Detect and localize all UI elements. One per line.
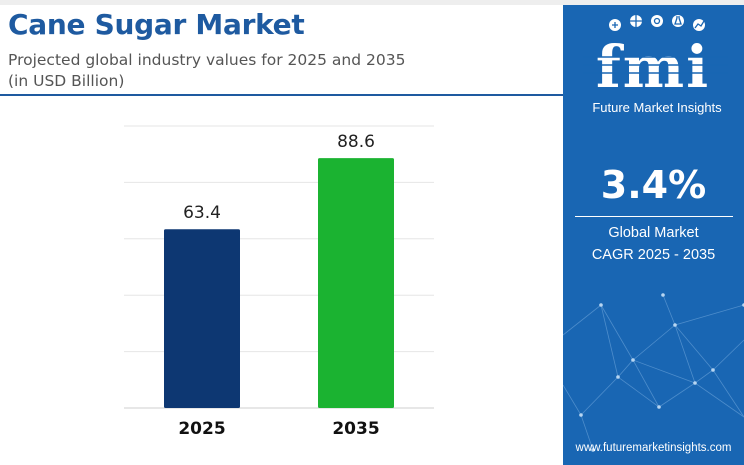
chart-subtitle: Projected global industry values for 202… xyxy=(8,50,468,92)
x-tick-2025: 2025 xyxy=(178,419,225,439)
chart-title: Cane Sugar Market xyxy=(8,8,305,41)
top-border xyxy=(0,0,744,5)
cagr-value: 3.4% xyxy=(600,163,707,207)
network-pattern xyxy=(563,293,744,452)
subtitle-line-2: (in USD Billion) xyxy=(8,72,125,90)
data-label-2025: 63.4 xyxy=(183,203,221,223)
bar-chart: 63.4 2025 88.6 2035 xyxy=(124,125,434,439)
bar-2025 xyxy=(164,229,240,408)
x-tick-2035: 2035 xyxy=(332,419,379,439)
title-divider xyxy=(0,94,563,96)
cagr-label-line-2: CAGR 2025 - 2035 xyxy=(591,247,716,263)
brand-name: Future Market Insights xyxy=(592,100,722,115)
cagr-label-line-1: Global Market xyxy=(608,225,699,241)
gear-icon xyxy=(651,15,663,27)
subtitle-line-1: Projected global industry values for 202… xyxy=(8,51,406,69)
fmi-logo-wordmark: fmi xyxy=(596,33,710,101)
bar-2035 xyxy=(318,158,394,408)
cagr-divider xyxy=(575,216,733,217)
brand-panel: fmi Future Market Insights 3.4% Global M… xyxy=(563,5,744,465)
website-link[interactable]: www.futuremarketinsights.com xyxy=(575,442,732,454)
fmi-logo: fmi xyxy=(583,15,728,101)
data-label-2035: 88.6 xyxy=(337,132,375,152)
